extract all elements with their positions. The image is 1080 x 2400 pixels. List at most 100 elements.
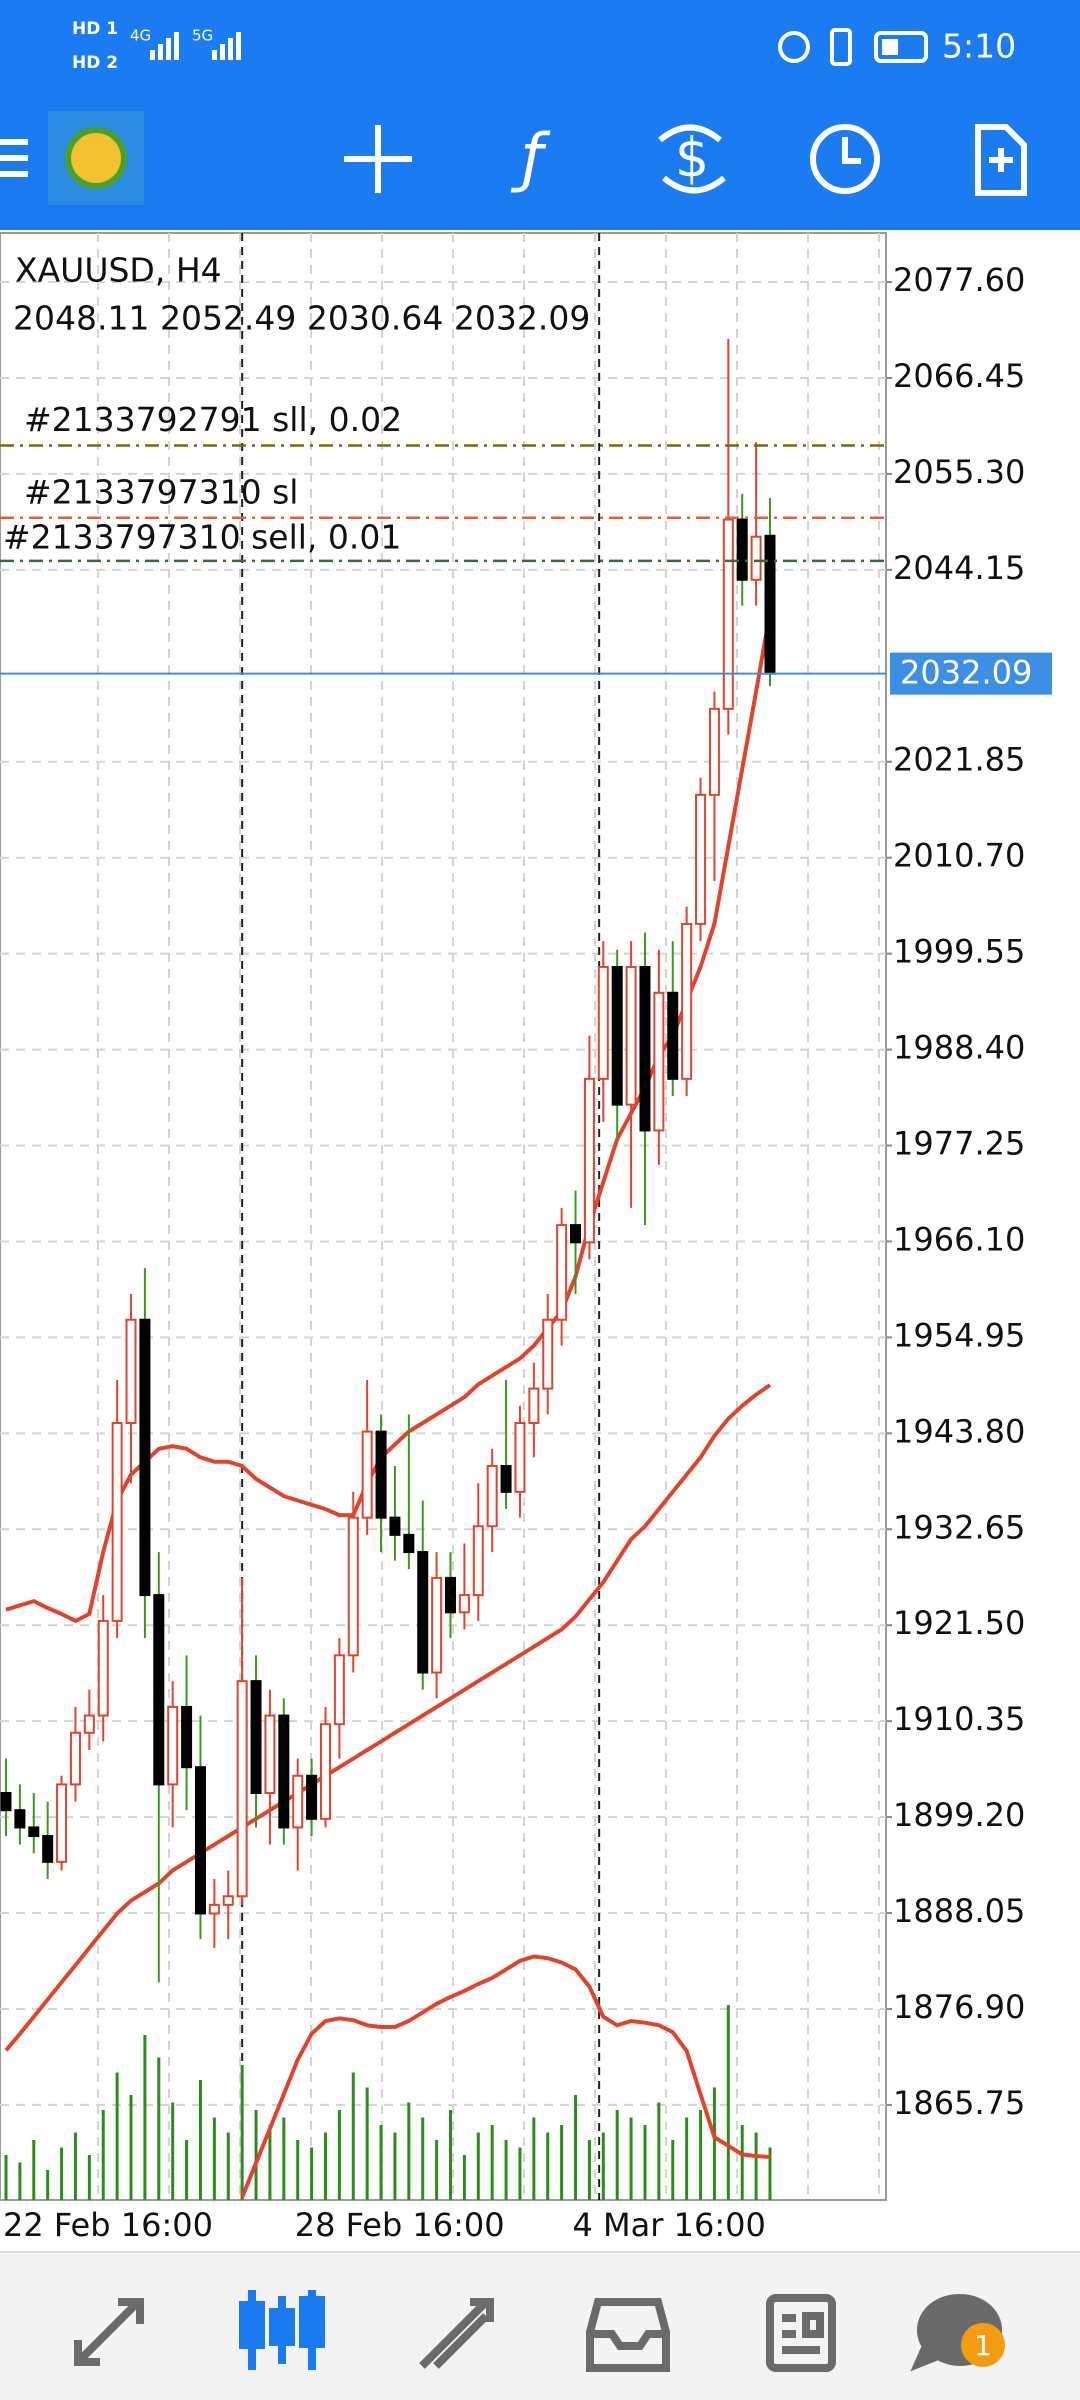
- app-header: [0, 0, 1080, 230]
- order-label: #2133797310 sell, 0.01: [3, 517, 401, 556]
- status-bar: HD 1 HD 2 4G 5G 5:10: [72, 19, 1016, 73]
- y-tick-label: 1921.50: [893, 1604, 1025, 1642]
- y-tick-label: 2077.60: [893, 261, 1025, 299]
- alarm-icon: [778, 31, 810, 63]
- y-tick-label: 1954.95: [893, 1316, 1025, 1354]
- app-logo-mark: [65, 127, 127, 189]
- candle-body: [556, 1224, 568, 1321]
- candle-body: [250, 1680, 262, 1795]
- chat-badge: [961, 2323, 1005, 2367]
- y-tick-label: 1910.35: [893, 1700, 1025, 1738]
- candle-body: [667, 991, 679, 1080]
- y-tick-label: 1932.65: [893, 1508, 1025, 1546]
- candle-body: [514, 1422, 526, 1493]
- trade-tab[interactable]: [419, 2298, 494, 2369]
- bid-label-box: [890, 652, 1052, 695]
- candle-body: [278, 1714, 290, 1829]
- candle-body: [222, 1895, 234, 1906]
- battery-level: [882, 39, 898, 55]
- network-label: 4G: [130, 27, 151, 45]
- candle-body: [28, 1826, 40, 1838]
- battery-icon: [874, 31, 928, 63]
- candle-body: [611, 965, 623, 1106]
- trade-button[interactable]: $: [658, 124, 726, 194]
- chat-badge-count: 1: [974, 2329, 992, 2362]
- bottom-nav: [0, 2252, 1080, 2400]
- candle-body: [97, 1619, 109, 1717]
- candle-body: [14, 1809, 26, 1829]
- y-tick-label: 1876.90: [893, 1988, 1025, 2026]
- candle-body: [306, 1774, 318, 1820]
- x-tick-label: 28 Feb 16:00: [295, 2206, 505, 2244]
- candle-body: [528, 1387, 540, 1425]
- candle-body: [445, 1576, 457, 1614]
- candle-body: [125, 1318, 137, 1425]
- candle-body: [153, 1594, 165, 1786]
- x-tick-label: 22 Feb 16:00: [3, 2206, 213, 2244]
- bid-label: 2032.09: [900, 654, 1032, 692]
- quotes-tab[interactable]: [74, 2298, 144, 2366]
- chart-tab[interactable]: [239, 2290, 325, 2370]
- y-tick-label: 2021.85: [893, 741, 1025, 779]
- candle-body: [583, 1077, 595, 1244]
- y-tick-label: 1888.05: [893, 1892, 1025, 1930]
- candle-body: [319, 1723, 331, 1820]
- ohlc-readout: 2048.11 2052.49 2030.64 2032.09: [13, 299, 590, 338]
- candle-body: [111, 1422, 123, 1622]
- y-tick-label: 1865.75: [893, 2084, 1025, 2122]
- order-label: #2133792791 sll, 0.02: [24, 400, 402, 439]
- network-label: 5G: [192, 27, 213, 45]
- y-tick-label: 2044.15: [893, 549, 1025, 587]
- order-label: #2133797310 sl: [24, 472, 298, 511]
- sim-label: HD 2: [72, 53, 118, 73]
- candle-body: [764, 534, 776, 675]
- candle-body: [375, 1430, 387, 1519]
- candle-body: [486, 1465, 498, 1528]
- history-tab[interactable]: [586, 2298, 670, 2372]
- candle-body: [347, 1516, 359, 1657]
- candle-body: [167, 1705, 179, 1786]
- clock: 5:10: [942, 27, 1016, 66]
- candle-body: [264, 1714, 276, 1795]
- signal-icons: [150, 32, 241, 60]
- candle-body: [333, 1654, 345, 1726]
- candle-body: [625, 965, 637, 1106]
- candle-body: [361, 1430, 373, 1519]
- y-tick-label: 1988.40: [893, 1029, 1025, 1067]
- candle-body: [708, 707, 720, 796]
- plot: [0, 233, 886, 2200]
- vibrate-icon: [830, 28, 852, 66]
- menu-button[interactable]: [0, 139, 28, 177]
- candle-body: [500, 1465, 512, 1493]
- candle-body: [750, 535, 762, 581]
- candle-body: [570, 1224, 582, 1244]
- crosshair-button[interactable]: [344, 125, 412, 193]
- candle-body: [736, 518, 748, 581]
- news-tab[interactable]: [766, 2294, 836, 2372]
- candle-body: [597, 965, 609, 1080]
- candle-body: [653, 991, 665, 1132]
- candle-body: [181, 1705, 193, 1769]
- new-order-button[interactable]: [975, 124, 1027, 196]
- y-tick-label: 1943.80: [893, 1412, 1025, 1450]
- candle-body: [194, 1766, 206, 1915]
- candle-body: [417, 1551, 429, 1674]
- band-line: [4, 1383, 772, 2052]
- y-tick-label: 1977.25: [893, 1125, 1025, 1163]
- candle-body: [0, 1792, 12, 1812]
- candle-body: [458, 1594, 470, 1614]
- candle-body: [139, 1318, 151, 1597]
- y-tick-label: 1999.55: [893, 933, 1025, 971]
- candle-body: [208, 1903, 220, 1915]
- y-tick-label: 2010.70: [893, 837, 1025, 875]
- candle-body: [42, 1835, 54, 1863]
- band-line: [240, 1954, 771, 2199]
- bottom-nav-icons: [74, 2290, 1003, 2372]
- period-button[interactable]: [810, 124, 880, 194]
- candle-body: [695, 793, 707, 925]
- y-tick-label: 1966.10: [893, 1220, 1025, 1258]
- candle-body: [292, 1774, 304, 1829]
- y-tick-label: 2055.30: [893, 453, 1025, 491]
- toolbar: ƒ $: [0, 111, 1027, 205]
